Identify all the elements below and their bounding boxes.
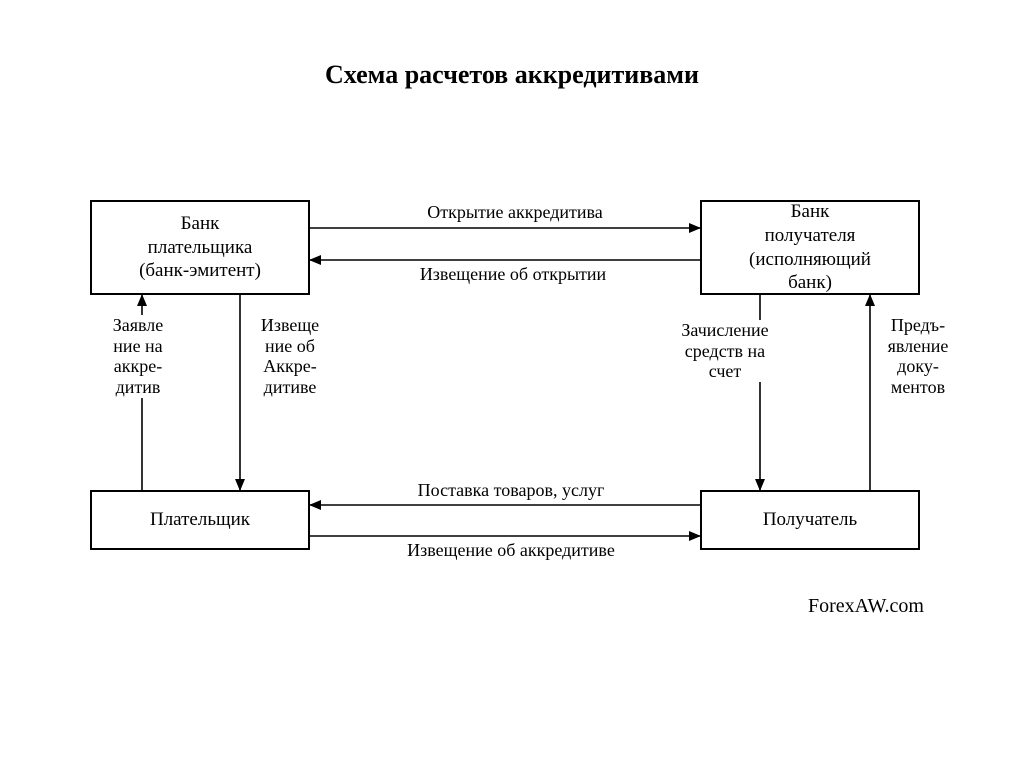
diagram-title: Схема расчетов аккредитивами bbox=[0, 60, 1024, 90]
node-payer-bank: Банкплательщика(банк-эмитент) bbox=[90, 200, 310, 295]
label-credit-info: Извещение обАккре-дитиве bbox=[250, 315, 330, 398]
node-receiver-bank: Банкполучателя(исполняющийбанк) bbox=[700, 200, 920, 295]
node-payer: Плательщик bbox=[90, 490, 310, 550]
label-credit-notice: Извещение об аккредитиве bbox=[386, 540, 636, 561]
label-goods-delivery: Поставка товаров, услуг bbox=[396, 480, 626, 501]
node-receiver: Получатель bbox=[700, 490, 920, 550]
flowchart-diagram: Банкплательщика(банк-эмитент) Банкполуча… bbox=[80, 200, 944, 640]
label-open-credit: Открытие аккредитива bbox=[405, 202, 625, 223]
node-label: Банкплательщика(банк-эмитент) bbox=[139, 212, 261, 283]
node-label: Плательщик bbox=[150, 508, 250, 532]
label-open-notice: Извещение об открытии bbox=[398, 264, 628, 285]
node-label: Получатель bbox=[763, 508, 857, 532]
watermark-text: ForexAW.com bbox=[808, 595, 924, 618]
label-application: Заявление нааккре-дитив bbox=[98, 315, 178, 398]
label-funds-credit: Зачислениесредств насчет bbox=[670, 320, 780, 382]
node-label: Банкполучателя(исполняющийбанк) bbox=[749, 200, 871, 295]
label-docs-present: Предъ-явлениедоку-ментов bbox=[878, 315, 958, 398]
